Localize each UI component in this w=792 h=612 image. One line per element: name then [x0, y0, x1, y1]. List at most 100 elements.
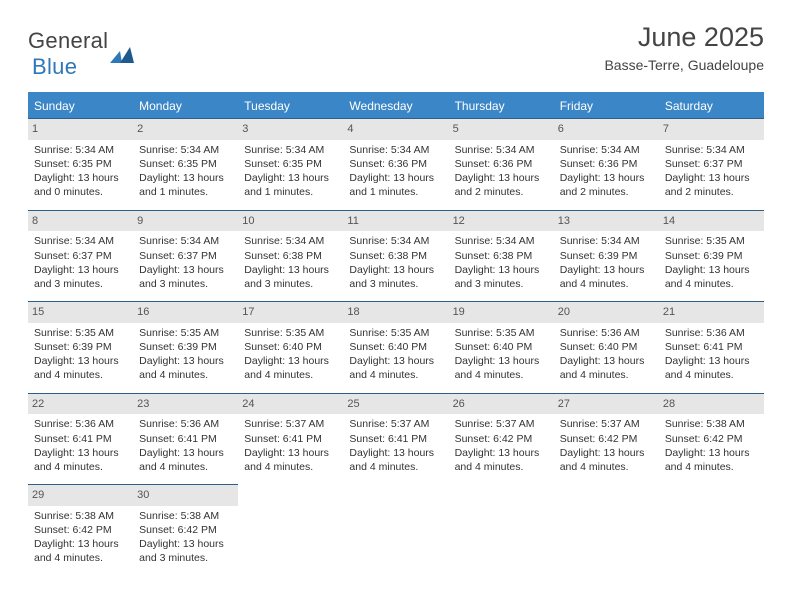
day-number: 15: [28, 301, 133, 323]
day-number: 20: [554, 301, 659, 323]
day-number: 19: [449, 301, 554, 323]
day-details: Sunrise: 5:34 AMSunset: 6:38 PMDaylight:…: [349, 234, 442, 291]
calendar-cell: 15 Sunrise: 5:35 AMSunset: 6:39 PMDayligh…: [28, 301, 133, 393]
calendar-cell: 4 Sunrise: 5:34 AMSunset: 6:36 PMDaylight…: [343, 118, 448, 210]
day-details: Sunrise: 5:35 AMSunset: 6:40 PMDaylight:…: [349, 326, 442, 383]
day-number: 23: [133, 393, 238, 415]
calendar-cell: 19 Sunrise: 5:35 AMSunset: 6:40 PMDayligh…: [449, 301, 554, 393]
day-number: 21: [659, 301, 764, 323]
day-details: Sunrise: 5:38 AMSunset: 6:42 PMDaylight:…: [139, 509, 232, 566]
calendar-cell: [554, 484, 659, 576]
day-details: Sunrise: 5:34 AMSunset: 6:36 PMDaylight:…: [560, 143, 653, 200]
logo-text: General Blue: [28, 28, 108, 80]
day-number: 7: [659, 118, 764, 140]
day-number: 16: [133, 301, 238, 323]
day-details: Sunrise: 5:34 AMSunset: 6:35 PMDaylight:…: [139, 143, 232, 200]
day-number: 3: [238, 118, 343, 140]
page-title: June 2025: [604, 22, 764, 53]
calendar-cell: 23Sunrise: 5:36 AMSunset: 6:41 PMDayligh…: [133, 393, 238, 485]
calendar-cell: 26Sunrise: 5:37 AMSunset: 6:42 PMDayligh…: [449, 393, 554, 485]
day-details: Sunrise: 5:37 AMSunset: 6:42 PMDaylight:…: [560, 417, 653, 474]
logo-word-1: General: [28, 28, 108, 53]
day-number: 12: [449, 210, 554, 232]
day-number: 10: [238, 210, 343, 232]
day-details: Sunrise: 5:36 AMSunset: 6:40 PMDaylight:…: [560, 326, 653, 383]
calendar: Sunday Monday Tuesday Wednesday Thursday…: [28, 92, 764, 576]
calendar-cell: 16 Sunrise: 5:35 AMSunset: 6:39 PMDayligh…: [133, 301, 238, 393]
day-name: Friday: [554, 94, 659, 118]
day-number: 8: [28, 210, 133, 232]
calendar-cell: 24Sunrise: 5:37 AMSunset: 6:41 PMDayligh…: [238, 393, 343, 485]
calendar-cell: 9Sunrise: 5:34 AMSunset: 6:37 PMDaylight…: [133, 210, 238, 302]
day-number: 2: [133, 118, 238, 140]
day-details: Sunrise: 5:38 AMSunset: 6:42 PMDaylight:…: [34, 509, 127, 566]
day-details: Sunrise: 5:37 AMSunset: 6:41 PMDaylight:…: [349, 417, 442, 474]
day-number: 26: [449, 393, 554, 415]
day-number: 11: [343, 210, 448, 232]
calendar-cell: [238, 484, 343, 576]
day-number: 1: [28, 118, 133, 140]
day-details: Sunrise: 5:36 AMSunset: 6:41 PMDaylight:…: [665, 326, 758, 383]
day-number: 28: [659, 393, 764, 415]
calendar-cell: 6 Sunrise: 5:34 AMSunset: 6:36 PMDaylight…: [554, 118, 659, 210]
calendar-cell: 27Sunrise: 5:37 AMSunset: 6:42 PMDayligh…: [554, 393, 659, 485]
calendar-cell: 18 Sunrise: 5:35 AMSunset: 6:40 PMDayligh…: [343, 301, 448, 393]
calendar-cell: 20 Sunrise: 5:36 AMSunset: 6:40 PMDayligh…: [554, 301, 659, 393]
calendar-cell: 14Sunrise: 5:35 AMSunset: 6:39 PMDayligh…: [659, 210, 764, 302]
title-block: June 2025 Basse-Terre, Guadeloupe: [604, 22, 764, 73]
day-details: Sunrise: 5:34 AMSunset: 6:37 PMDaylight:…: [139, 234, 232, 291]
day-details: Sunrise: 5:34 AMSunset: 6:37 PMDaylight:…: [34, 234, 127, 291]
page-subtitle: Basse-Terre, Guadeloupe: [604, 57, 764, 73]
calendar-cell: 30 Sunrise: 5:38 AMSunset: 6:42 PMDayligh…: [133, 484, 238, 576]
day-name: Tuesday: [238, 94, 343, 118]
day-number: 29: [28, 484, 133, 506]
calendar-cell: 17Sunrise: 5:35 AMSunset: 6:40 PMDayligh…: [238, 301, 343, 393]
day-details: Sunrise: 5:34 AMSunset: 6:36 PMDaylight:…: [455, 143, 548, 200]
day-details: Sunrise: 5:34 AMSunset: 6:39 PMDaylight:…: [560, 234, 653, 291]
calendar-cell: 29 Sunrise: 5:38 AMSunset: 6:42 PMDayligh…: [28, 484, 133, 576]
day-details: Sunrise: 5:34 AMSunset: 6:36 PMDaylight:…: [349, 143, 442, 200]
day-details: Sunrise: 5:35 AMSunset: 6:39 PMDaylight:…: [34, 326, 127, 383]
day-name: Monday: [133, 94, 238, 118]
day-number: 5: [449, 118, 554, 140]
day-number: 9: [133, 210, 238, 232]
logo-icon: [110, 45, 136, 63]
day-number: 24: [238, 393, 343, 415]
day-number: 30: [133, 484, 238, 506]
day-names-row: Sunday Monday Tuesday Wednesday Thursday…: [28, 94, 764, 118]
day-details: Sunrise: 5:34 AMSunset: 6:38 PMDaylight:…: [455, 234, 548, 291]
day-details: Sunrise: 5:35 AMSunset: 6:40 PMDaylight:…: [455, 326, 548, 383]
day-number: 17: [238, 301, 343, 323]
calendar-cell: 8Sunrise: 5:34 AMSunset: 6:37 PMDaylight…: [28, 210, 133, 302]
day-number: 14: [659, 210, 764, 232]
day-number: 27: [554, 393, 659, 415]
day-details: Sunrise: 5:34 AMSunset: 6:35 PMDaylight:…: [34, 143, 127, 200]
logo-word-2: Blue: [32, 54, 77, 79]
day-details: Sunrise: 5:34 AMSunset: 6:38 PMDaylight:…: [244, 234, 337, 291]
day-details: Sunrise: 5:36 AMSunset: 6:41 PMDaylight:…: [139, 417, 232, 474]
day-details: Sunrise: 5:35 AMSunset: 6:39 PMDaylight:…: [139, 326, 232, 383]
calendar-cell: 2 Sunrise: 5:34 AMSunset: 6:35 PMDaylight…: [133, 118, 238, 210]
calendar-grid: 1 Sunrise: 5:34 AMSunset: 6:35 PMDaylight…: [28, 118, 764, 576]
day-details: Sunrise: 5:37 AMSunset: 6:42 PMDaylight:…: [455, 417, 548, 474]
calendar-cell: 1 Sunrise: 5:34 AMSunset: 6:35 PMDaylight…: [28, 118, 133, 210]
calendar-cell: 11Sunrise: 5:34 AMSunset: 6:38 PMDayligh…: [343, 210, 448, 302]
day-number: 18: [343, 301, 448, 323]
calendar-cell: 12Sunrise: 5:34 AMSunset: 6:38 PMDayligh…: [449, 210, 554, 302]
calendar-cell: 7 Sunrise: 5:34 AMSunset: 6:37 PMDaylight…: [659, 118, 764, 210]
day-number: 13: [554, 210, 659, 232]
day-number: 4: [343, 118, 448, 140]
day-details: Sunrise: 5:34 AMSunset: 6:37 PMDaylight:…: [665, 143, 758, 200]
calendar-cell: 10Sunrise: 5:34 AMSunset: 6:38 PMDayligh…: [238, 210, 343, 302]
day-number: 25: [343, 393, 448, 415]
logo: General Blue: [28, 28, 136, 80]
calendar-cell: 22Sunrise: 5:36 AMSunset: 6:41 PMDayligh…: [28, 393, 133, 485]
calendar-cell: 3Sunrise: 5:34 AMSunset: 6:35 PMDaylight…: [238, 118, 343, 210]
calendar-cell: 28Sunrise: 5:38 AMSunset: 6:42 PMDayligh…: [659, 393, 764, 485]
day-details: Sunrise: 5:37 AMSunset: 6:41 PMDaylight:…: [244, 417, 337, 474]
day-name: Sunday: [28, 94, 133, 118]
day-name: Thursday: [449, 94, 554, 118]
calendar-page: General Blue June 2025 Basse-Terre, Guad…: [0, 0, 792, 598]
calendar-cell: [343, 484, 448, 576]
day-number: 6: [554, 118, 659, 140]
